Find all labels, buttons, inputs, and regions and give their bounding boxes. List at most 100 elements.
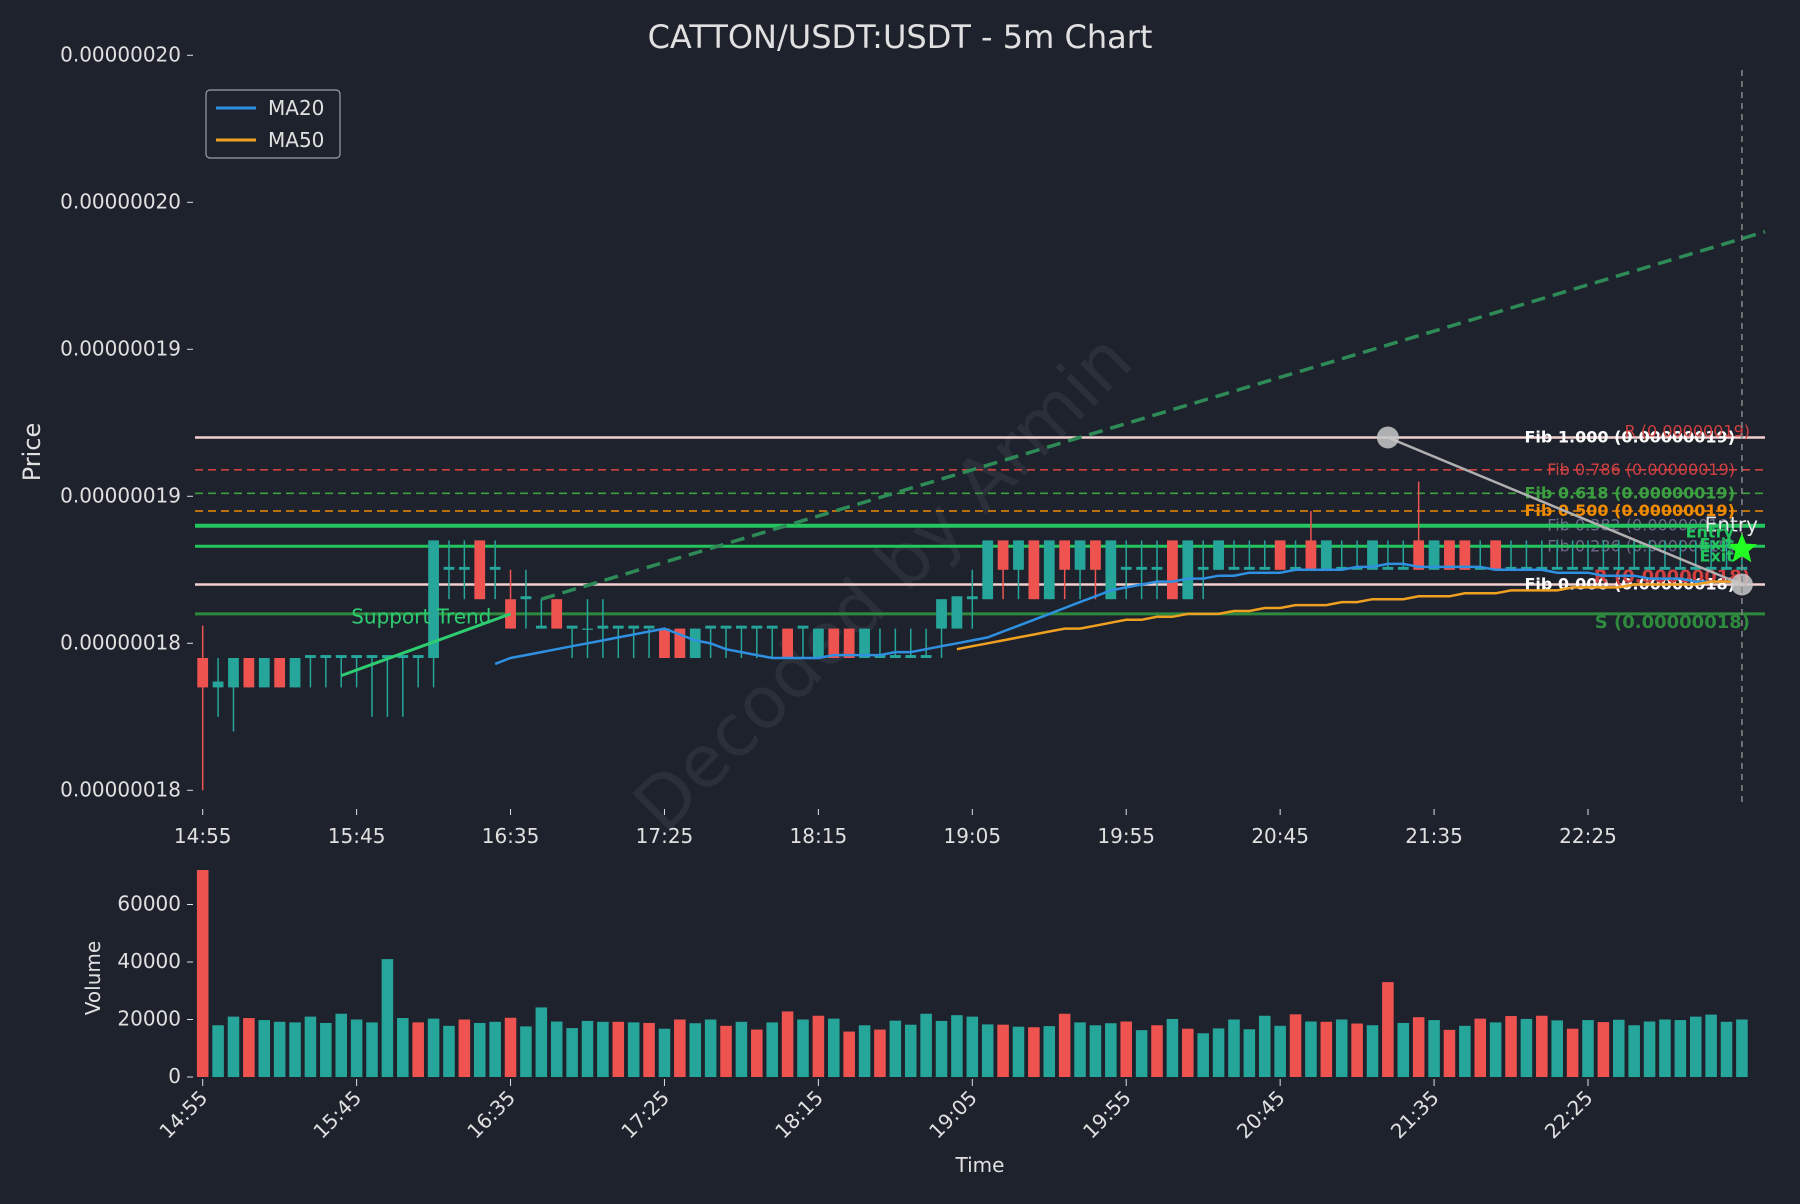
volume-bar bbox=[1474, 1018, 1487, 1077]
candle-body bbox=[1536, 566, 1548, 570]
volume-bar bbox=[920, 1013, 932, 1077]
volume-bar bbox=[473, 1022, 486, 1077]
candle-body bbox=[1721, 566, 1732, 570]
volume-bar bbox=[212, 1025, 224, 1077]
swing-line bbox=[1387, 436, 1743, 586]
time-tick-label: 20:45 bbox=[1251, 824, 1309, 848]
levels-layer: Fib 1.000 (0.00000019) Fib 0.786 (0.00000… bbox=[195, 422, 1765, 633]
volume-bar bbox=[1397, 1022, 1410, 1077]
volume-bar bbox=[1258, 1015, 1271, 1077]
target-label: Exit bbox=[1700, 535, 1735, 554]
volume-bar bbox=[1689, 1016, 1702, 1077]
volume-bar bbox=[489, 1021, 501, 1077]
volume-bar bbox=[243, 1018, 255, 1077]
volume-bar bbox=[1305, 1021, 1317, 1077]
candle-body bbox=[1197, 566, 1209, 570]
candle-body bbox=[1690, 566, 1702, 570]
volume-bar bbox=[1505, 1016, 1517, 1077]
candle-body bbox=[1028, 540, 1040, 600]
volume-time-tick-label: 18:15 bbox=[770, 1086, 828, 1144]
candle-body bbox=[351, 655, 363, 658]
candle-body bbox=[1090, 540, 1101, 570]
volume-time-tick-label: 20:45 bbox=[1232, 1086, 1290, 1144]
volume-bar bbox=[797, 1019, 809, 1077]
candle-body bbox=[535, 625, 547, 629]
volume-time-tick-label: 17:25 bbox=[616, 1086, 674, 1144]
time-tick-label: 19:05 bbox=[943, 824, 1001, 848]
candle-body bbox=[966, 596, 978, 600]
volume-bar bbox=[751, 1029, 763, 1077]
volume-bar bbox=[1736, 1019, 1748, 1077]
volume-bar bbox=[658, 1028, 671, 1077]
candle-body bbox=[1397, 566, 1409, 570]
candle-body bbox=[443, 566, 455, 570]
volume-tick-label: 40000 bbox=[117, 949, 181, 973]
volume-time-tick-label: 19:55 bbox=[1078, 1086, 1136, 1144]
volume-bar bbox=[1335, 1019, 1348, 1077]
volume-bar bbox=[1120, 1021, 1132, 1077]
candle-body bbox=[782, 628, 793, 658]
candle-body bbox=[812, 628, 824, 658]
level-label-fib-0618: Fib 0.618 (0.00000019) bbox=[1524, 483, 1735, 502]
volume-bar bbox=[1320, 1021, 1333, 1077]
volume-bar bbox=[1105, 1023, 1117, 1077]
candle-body bbox=[335, 655, 347, 658]
time-tick-label: 19:55 bbox=[1097, 824, 1155, 848]
volume-time-tick-label: 22:25 bbox=[1540, 1086, 1598, 1144]
candle-body bbox=[1182, 540, 1194, 600]
candle-body bbox=[1167, 540, 1178, 600]
volume-bar bbox=[1643, 1021, 1656, 1077]
candle-body bbox=[751, 625, 763, 629]
price-tick-label: 0.00000019 bbox=[60, 483, 181, 507]
candle-body bbox=[628, 625, 640, 629]
candle-body bbox=[936, 599, 947, 629]
candle-body bbox=[951, 596, 963, 629]
level-label-fib-1000: Fib 1.000 (0.00000019) bbox=[1524, 428, 1735, 447]
volume-bar bbox=[1443, 1029, 1456, 1077]
target-label: Exit bbox=[1700, 547, 1735, 566]
volume-bar bbox=[1705, 1014, 1717, 1077]
price-tick-label: 0.00000019 bbox=[60, 336, 181, 360]
candle-body bbox=[797, 625, 809, 629]
candle-body bbox=[1567, 566, 1578, 570]
volume-bar bbox=[1720, 1021, 1733, 1077]
volume-bar bbox=[320, 1022, 332, 1077]
candle-body bbox=[366, 655, 378, 658]
volume-bar bbox=[350, 1019, 363, 1077]
candle-body bbox=[1644, 566, 1655, 570]
time-tick-label: 15:45 bbox=[328, 824, 386, 848]
volume-time-tick-label: 19:05 bbox=[924, 1086, 982, 1144]
candle-body bbox=[458, 566, 470, 570]
volume-bar bbox=[504, 1017, 517, 1077]
candle-body bbox=[874, 655, 886, 658]
candle-body bbox=[582, 628, 593, 630]
volume-bar bbox=[1089, 1025, 1102, 1077]
candle-body bbox=[1151, 566, 1163, 570]
volume-bar bbox=[781, 1011, 794, 1077]
candle-body bbox=[705, 625, 717, 629]
volume-bar bbox=[1428, 1020, 1440, 1077]
candle-body bbox=[766, 625, 778, 629]
volume-bar bbox=[1551, 1020, 1563, 1077]
candle-body bbox=[320, 655, 332, 658]
candle-body bbox=[1367, 540, 1378, 570]
candle-body bbox=[889, 655, 901, 658]
volume-bar bbox=[427, 1018, 440, 1077]
volume-bar bbox=[550, 1021, 563, 1077]
volume-bar bbox=[304, 1016, 317, 1077]
entry-label: Entry bbox=[1705, 513, 1758, 537]
candle-body bbox=[305, 655, 316, 658]
volume-bar bbox=[1012, 1026, 1025, 1077]
volume-bar bbox=[335, 1013, 347, 1077]
target-label: Entry bbox=[1686, 523, 1735, 542]
candle-body bbox=[859, 628, 870, 658]
volume-bar bbox=[828, 1018, 840, 1077]
volume-bar bbox=[1074, 1022, 1086, 1077]
volume-bar bbox=[520, 1026, 532, 1077]
candle-body bbox=[659, 628, 670, 658]
time-tick-label: 16:35 bbox=[482, 824, 540, 848]
candle-body bbox=[474, 540, 486, 600]
volume-bar bbox=[366, 1022, 378, 1077]
swing-low-marker bbox=[1730, 573, 1753, 596]
